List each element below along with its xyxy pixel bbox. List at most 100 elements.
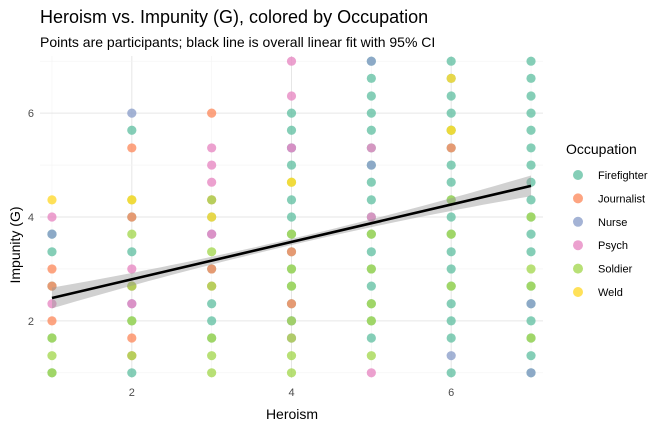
data-point-soldier (127, 351, 137, 361)
legend-label-weld: Weld (598, 287, 623, 299)
data-point-soldier (127, 316, 137, 326)
data-point-firefighter (207, 299, 217, 309)
data-point-firefighter (526, 108, 536, 118)
data-point-firefighter (366, 195, 376, 205)
data-point-weld (207, 212, 217, 222)
data-point-soldier (286, 229, 297, 239)
data-point-soldier (207, 333, 217, 343)
data-point-soldier (526, 333, 536, 343)
data-point-soldier (366, 351, 376, 361)
data-point-firefighter (526, 195, 536, 205)
data-point-weld (446, 73, 456, 83)
data-point-firefighter (366, 125, 376, 135)
legend-key-nurse (573, 216, 583, 227)
data-point-psych (127, 264, 137, 274)
data-point-firefighter (286, 212, 297, 222)
data-point-firefighter (526, 91, 536, 101)
data-point-firefighter (446, 108, 456, 118)
data-point-journalist (127, 212, 137, 222)
data-point-soldier (286, 351, 297, 361)
data-point-soldier (286, 281, 297, 291)
legend-key-weld (573, 287, 583, 297)
data-point-psych (207, 160, 217, 170)
data-point-firefighter (366, 333, 376, 343)
data-point-firefighter (127, 368, 137, 378)
data-point-psych (207, 229, 217, 239)
data-point-firefighter (446, 56, 456, 66)
data-point-firefighter (526, 247, 536, 257)
y-tick-label: 4 (28, 212, 34, 224)
data-point-soldier (526, 281, 536, 291)
data-point-journalist (286, 299, 297, 309)
legend-label-firefighter: Firefighter (598, 170, 648, 182)
x-tick-label: 2 (129, 387, 135, 399)
data-point-soldier (526, 212, 536, 222)
data-point-firefighter (526, 160, 536, 170)
data-point-soldier (207, 195, 217, 205)
data-point-firefighter (366, 108, 376, 118)
x-tick-label: 6 (448, 387, 454, 399)
data-point-firefighter (47, 247, 57, 257)
data-point-nurse (47, 229, 57, 239)
fit-line-group (51, 175, 532, 309)
data-point-firefighter (366, 73, 376, 83)
data-point-psych (286, 56, 297, 66)
data-points (47, 56, 536, 378)
data-point-firefighter (526, 351, 536, 361)
data-point-firefighter (526, 56, 536, 66)
data-point-psych (366, 212, 376, 222)
data-point-firefighter (526, 143, 536, 153)
data-point-soldier (127, 229, 137, 239)
data-point-firefighter (446, 333, 456, 343)
data-point-firefighter (286, 108, 297, 118)
data-point-firefighter (446, 299, 456, 309)
data-point-soldier (526, 264, 536, 274)
data-point-journalist (286, 247, 297, 257)
data-point-soldier (446, 195, 456, 205)
data-point-weld (127, 195, 137, 205)
y-axis-title: Impunity (G) (7, 206, 23, 283)
data-point-firefighter (207, 316, 217, 326)
legend-label-journalist: Journalist (598, 193, 645, 205)
data-point-journalist (446, 143, 456, 153)
axis-ticks: 2 4 6 2 4 6 (28, 108, 454, 399)
x-axis-title: Heroism (266, 406, 318, 422)
data-point-journalist (127, 333, 137, 343)
data-point-firefighter (366, 177, 376, 187)
legend-key-journalist (573, 193, 583, 204)
legend: Occupation Firefighter Journalist Nurse Psy… (566, 141, 648, 299)
data-point-weld (286, 177, 297, 187)
data-point-firefighter (446, 368, 456, 378)
data-point-soldier (366, 264, 376, 274)
data-point-firefighter (127, 125, 137, 135)
data-point-psych (47, 212, 57, 222)
data-point-soldier (127, 281, 137, 291)
data-point-journalist (47, 316, 57, 326)
data-point-firefighter (446, 177, 456, 187)
data-point-soldier (207, 247, 217, 257)
legend-key-psych (573, 240, 583, 251)
data-point-soldier (207, 351, 217, 361)
data-point-firefighter (446, 247, 456, 257)
data-point-firefighter (286, 125, 297, 135)
data-point-firefighter (286, 160, 297, 170)
data-point-soldier (286, 368, 297, 378)
data-point-nurse (526, 368, 536, 378)
data-point-firefighter (526, 73, 536, 83)
data-point-journalist (47, 281, 57, 291)
data-point-soldier (446, 229, 456, 239)
data-point-soldier (286, 264, 297, 274)
data-point-firefighter (526, 125, 536, 135)
legend-key-soldier (573, 263, 583, 274)
data-point-soldier (207, 368, 217, 378)
legend-label-nurse: Nurse (598, 217, 627, 229)
data-point-nurse (526, 299, 536, 309)
y-tick-label: 6 (28, 108, 34, 120)
data-point-firefighter (446, 91, 456, 101)
data-point-soldier (366, 299, 376, 309)
data-point-soldier (207, 281, 217, 291)
data-point-firefighter (366, 247, 376, 257)
data-point-psych (47, 299, 57, 309)
data-point-firefighter (446, 264, 456, 274)
legend-label-soldier: Soldier (598, 264, 633, 276)
